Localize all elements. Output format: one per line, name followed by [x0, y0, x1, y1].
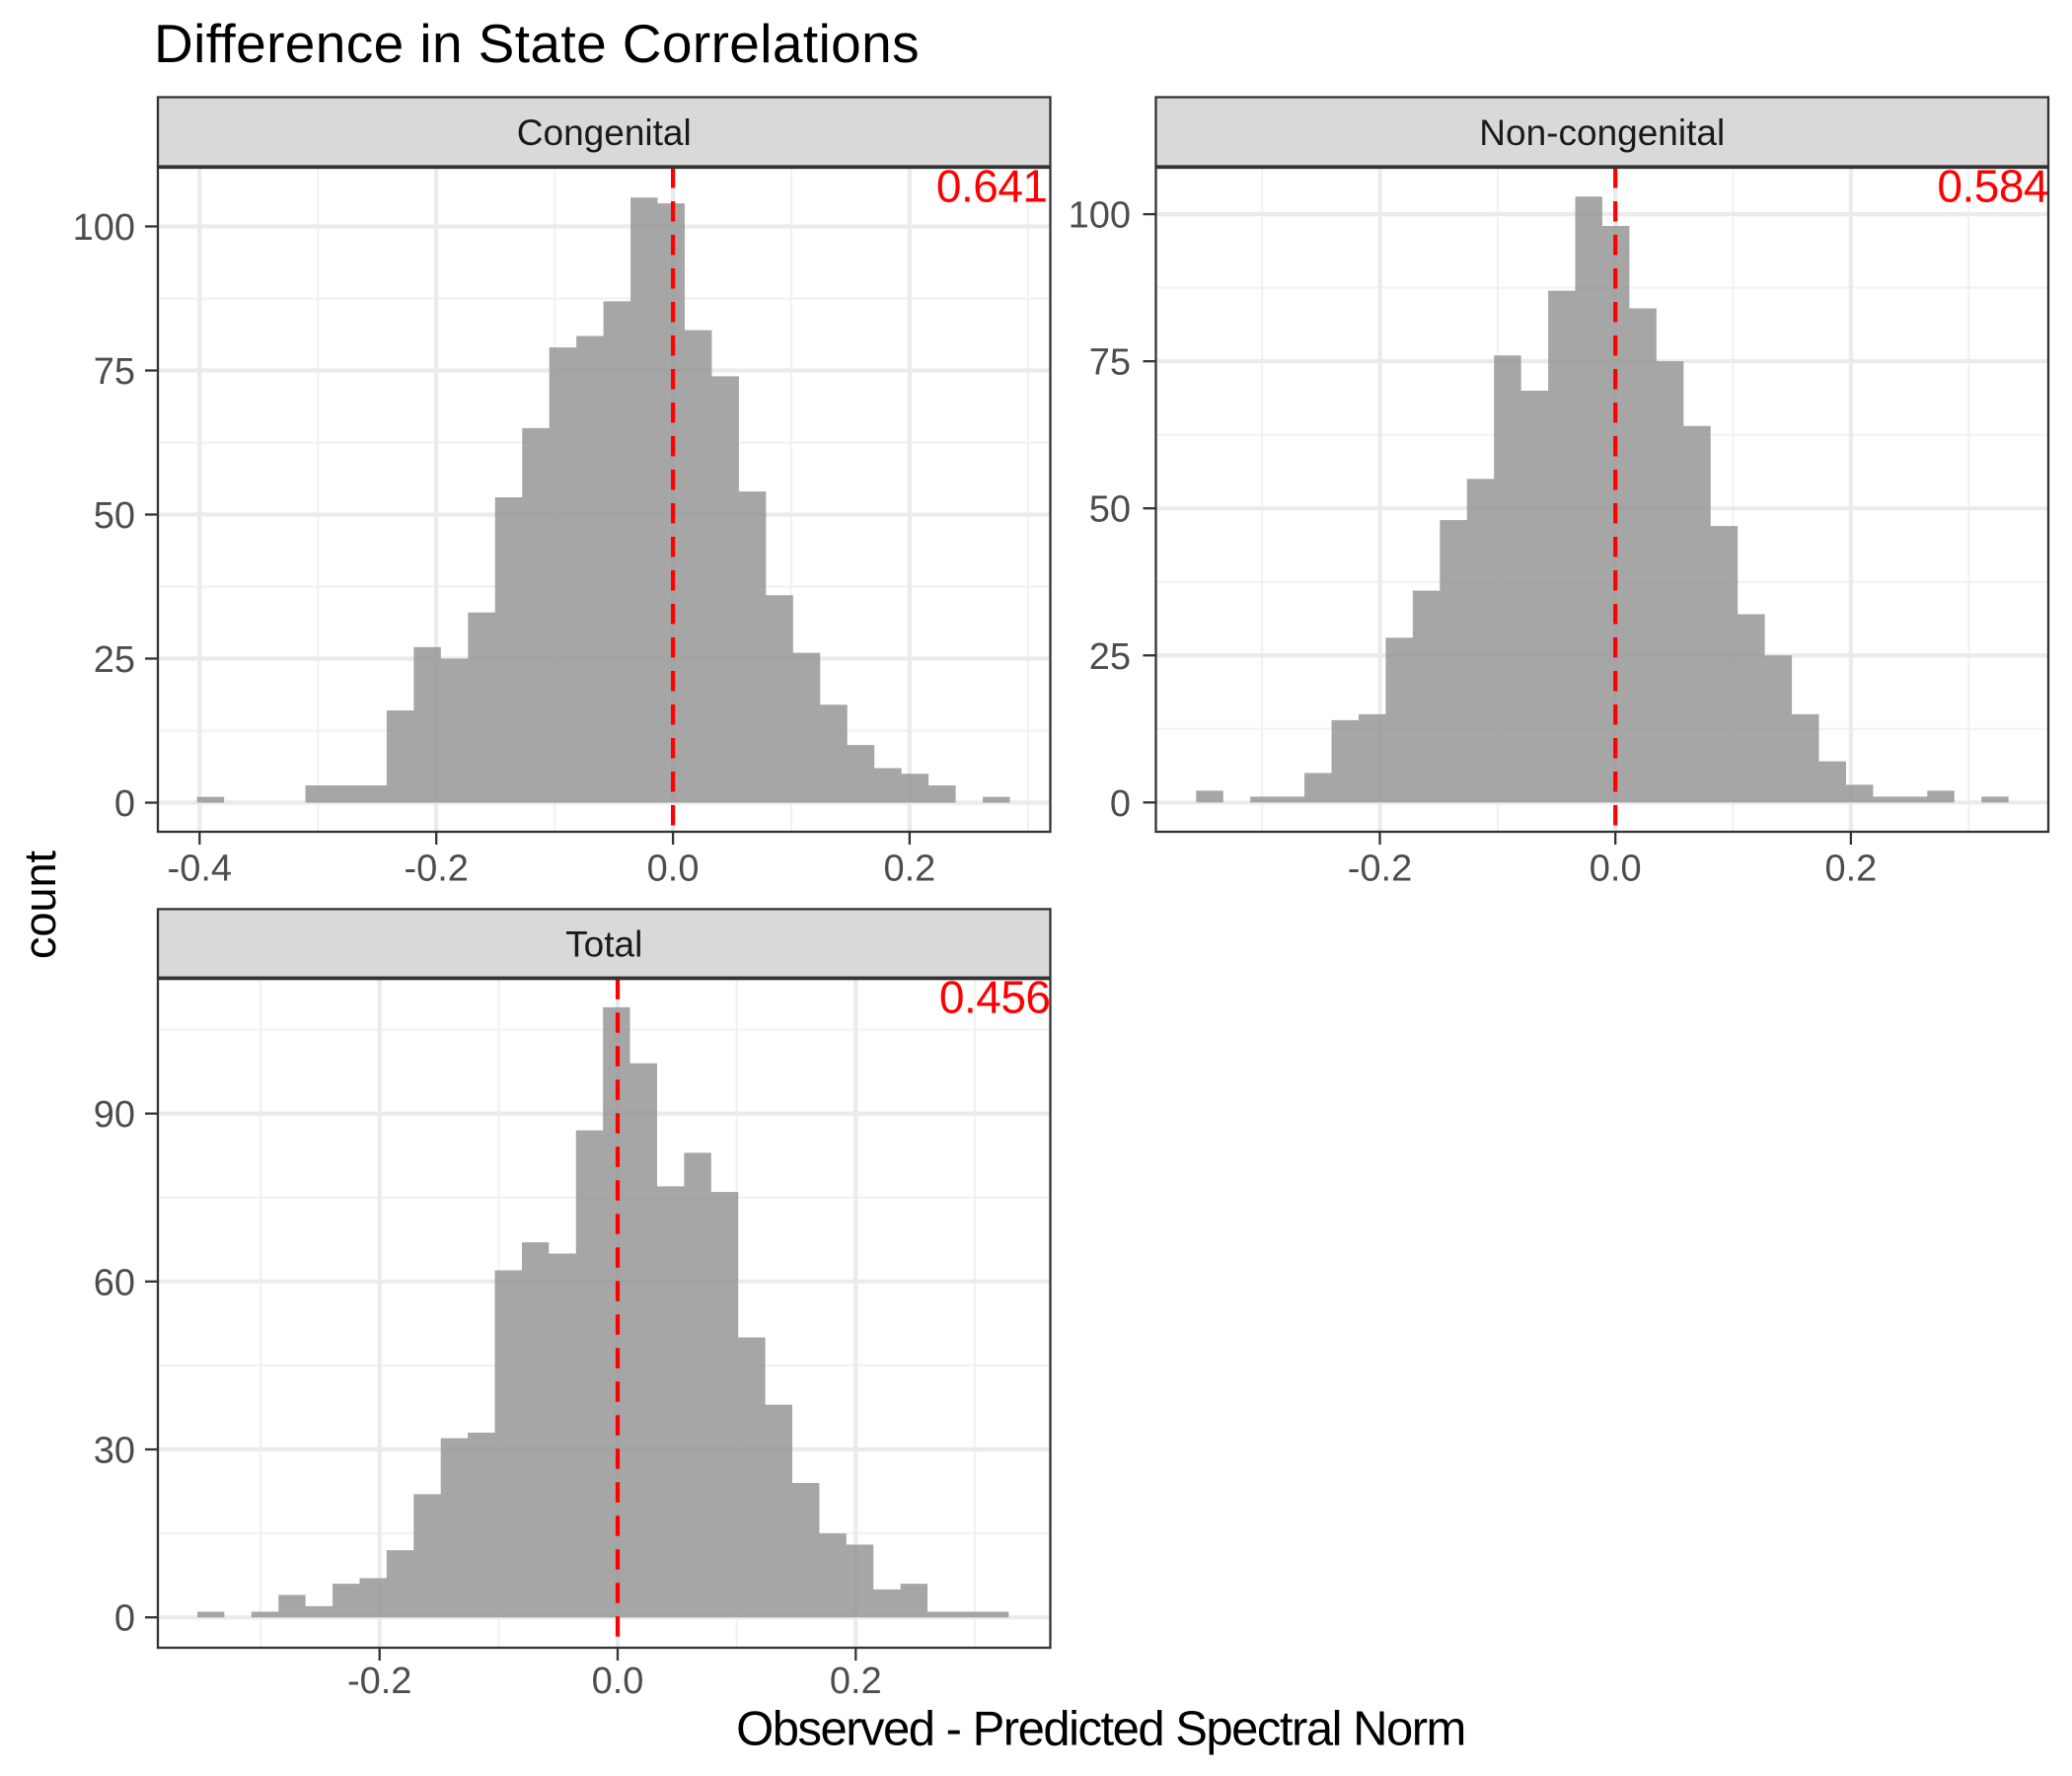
svg-text:90: 90 — [94, 1094, 135, 1136]
svg-text:0.0: 0.0 — [1590, 848, 1642, 889]
svg-text:Non-congenital: Non-congenital — [1479, 112, 1725, 153]
svg-text:0.0: 0.0 — [647, 848, 700, 889]
svg-text:100: 100 — [73, 207, 135, 249]
svg-text:0: 0 — [114, 783, 135, 825]
svg-text:-0.4: -0.4 — [168, 848, 232, 889]
svg-text:-0.2: -0.2 — [404, 848, 468, 889]
svg-text:100: 100 — [1069, 195, 1131, 237]
svg-text:0: 0 — [1110, 783, 1131, 825]
svg-text:0.2: 0.2 — [830, 1661, 882, 1702]
svg-text:25: 25 — [94, 639, 135, 681]
svg-text:Total: Total — [565, 925, 642, 965]
svg-text:0.641: 0.641 — [936, 161, 1048, 212]
svg-text:0.2: 0.2 — [1824, 848, 1877, 889]
svg-text:0.456: 0.456 — [939, 972, 1051, 1023]
svg-text:0.584: 0.584 — [1937, 161, 2048, 212]
svg-text:50: 50 — [94, 495, 135, 537]
svg-text:count: count — [15, 850, 65, 959]
svg-text:Difference in State Correlatio: Difference in State Correlations — [154, 13, 920, 74]
svg-text:50: 50 — [1089, 489, 1131, 531]
svg-text:60: 60 — [94, 1262, 135, 1303]
svg-text:75: 75 — [94, 351, 135, 393]
svg-text:25: 25 — [1089, 636, 1131, 678]
svg-text:-0.2: -0.2 — [347, 1661, 411, 1702]
svg-text:0: 0 — [114, 1598, 135, 1640]
svg-text:0.2: 0.2 — [883, 848, 935, 889]
svg-text:0.0: 0.0 — [592, 1661, 644, 1702]
svg-text:Congenital: Congenital — [517, 112, 692, 153]
svg-text:75: 75 — [1089, 342, 1131, 384]
svg-text:-0.2: -0.2 — [1348, 848, 1412, 889]
svg-text:Observed - Predicted Spectral: Observed - Predicted Spectral Norm — [736, 1703, 1465, 1756]
svg-text:30: 30 — [94, 1431, 135, 1472]
